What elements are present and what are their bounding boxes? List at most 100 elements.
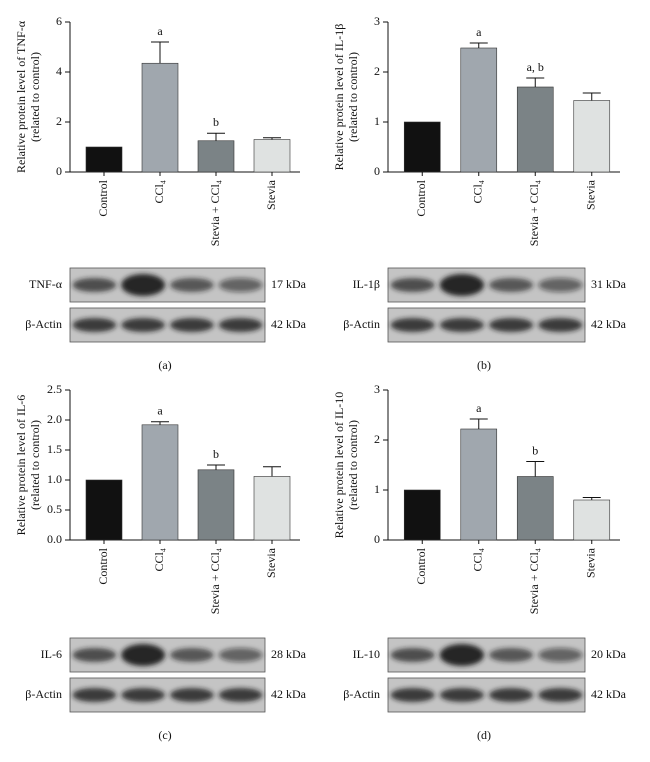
bar — [85, 479, 123, 541]
significance-label: a — [157, 404, 163, 418]
y-axis-label: (related to control) — [346, 52, 360, 142]
x-tick-label: Control — [96, 547, 110, 584]
y-axis-label: Relative protein level of IL-10 — [332, 392, 346, 539]
bar — [85, 146, 123, 173]
bar — [460, 428, 498, 541]
blot-band — [169, 648, 214, 662]
bar — [253, 139, 291, 173]
blot-band — [538, 318, 583, 332]
error-bar — [526, 461, 545, 477]
blot-band — [390, 318, 435, 332]
blot-size: 42 kDa — [591, 317, 627, 331]
error-bar — [151, 421, 169, 425]
blot-band — [218, 648, 263, 662]
y-tick-label: 1.5 — [47, 442, 62, 456]
error-bar — [263, 137, 281, 140]
x-tick-label: Stevia + CCl₄ — [527, 180, 541, 246]
y-tick-label: 4 — [56, 64, 62, 78]
blot-band — [488, 688, 534, 702]
blot-band — [390, 278, 435, 292]
x-tick-label: Control — [414, 179, 428, 216]
y-tick-label: 0.5 — [47, 502, 62, 516]
significance-label: a, b — [527, 60, 544, 74]
y-tick-label: 3 — [374, 382, 380, 396]
blot-size: 42 kDa — [271, 317, 307, 331]
blot-size: 28 kDa — [271, 647, 307, 661]
x-tick-label: Stevia — [584, 179, 598, 210]
bar — [460, 47, 498, 173]
x-tick-label: Stevia — [584, 547, 598, 578]
blot-band — [72, 278, 117, 292]
bar — [573, 100, 611, 173]
bar — [403, 121, 441, 173]
error-bar — [263, 466, 281, 477]
blot-bands — [390, 274, 583, 296]
y-axis-label: Relative protein level of TNF-α — [14, 20, 28, 173]
blot-bands — [390, 318, 583, 332]
error-bar — [469, 42, 488, 48]
significance-label: b — [532, 443, 538, 457]
bar — [197, 469, 235, 541]
blot-bands — [72, 644, 263, 666]
blot-bands — [390, 644, 583, 666]
significance-label: b — [213, 115, 219, 129]
blot-label: TNF-α — [29, 277, 63, 291]
blot-band — [439, 274, 485, 296]
y-tick-label: 2 — [374, 64, 380, 78]
x-tick-label: CCl₄ — [152, 180, 166, 204]
y-axis-label: (related to control) — [28, 420, 42, 510]
y-tick-label: 6 — [56, 14, 62, 28]
blot-size: 42 kDa — [271, 687, 307, 701]
y-tick-label: 2.0 — [47, 412, 62, 426]
blot-band — [488, 648, 534, 662]
y-tick-label: 2.5 — [47, 382, 62, 396]
blot-band — [488, 318, 534, 332]
x-tick-label: CCl₄ — [152, 548, 166, 572]
blot-size: 20 kDa — [591, 647, 627, 661]
error-bar — [207, 132, 225, 141]
y-tick-label: 2 — [56, 114, 62, 128]
bar — [573, 499, 611, 541]
blot-size: 17 kDa — [271, 277, 307, 291]
x-tick-label: Control — [96, 179, 110, 216]
panel-label: (c) — [158, 728, 171, 742]
blot-label: β-Actin — [25, 687, 62, 701]
y-tick-label: 0 — [56, 164, 62, 178]
x-tick-label: Control — [414, 547, 428, 584]
y-tick-label: 0 — [374, 532, 380, 546]
blot-label: IL-10 — [353, 647, 380, 661]
blot-band — [390, 648, 435, 662]
y-axis-label: Relative protein level of IL-1β — [332, 24, 346, 171]
blot-band — [439, 318, 485, 332]
significance-label: a — [476, 401, 482, 415]
bar — [141, 424, 179, 541]
bar — [516, 86, 554, 173]
error-bar — [469, 418, 488, 429]
x-tick-label: Stevia + CCl₄ — [527, 548, 541, 614]
blot-band — [121, 318, 166, 332]
significance-label: b — [213, 447, 219, 461]
panel-label: (b) — [477, 358, 491, 372]
blot-bands — [72, 318, 263, 332]
x-tick-label: CCl₄ — [471, 180, 485, 204]
error-bar — [151, 41, 169, 64]
x-tick-label: Stevia — [264, 179, 278, 210]
y-tick-label: 1 — [374, 482, 380, 496]
blot-band — [169, 318, 214, 332]
blot-label: β-Actin — [343, 317, 380, 331]
x-tick-label: Stevia + CCl₄ — [208, 548, 222, 614]
blot-band — [72, 688, 117, 702]
blot-band — [121, 688, 166, 702]
blot-bands — [72, 688, 263, 702]
blot-band — [218, 278, 263, 292]
blot-band — [538, 688, 583, 702]
error-bar — [582, 92, 601, 101]
blot-band — [439, 644, 485, 666]
blot-bands — [72, 274, 263, 296]
bar — [403, 489, 441, 541]
y-axis-label: (related to control) — [28, 52, 42, 142]
error-bar — [582, 497, 601, 500]
y-tick-label: 3 — [374, 14, 380, 28]
blot-band — [538, 278, 583, 292]
y-tick-label: 0.0 — [47, 532, 62, 546]
